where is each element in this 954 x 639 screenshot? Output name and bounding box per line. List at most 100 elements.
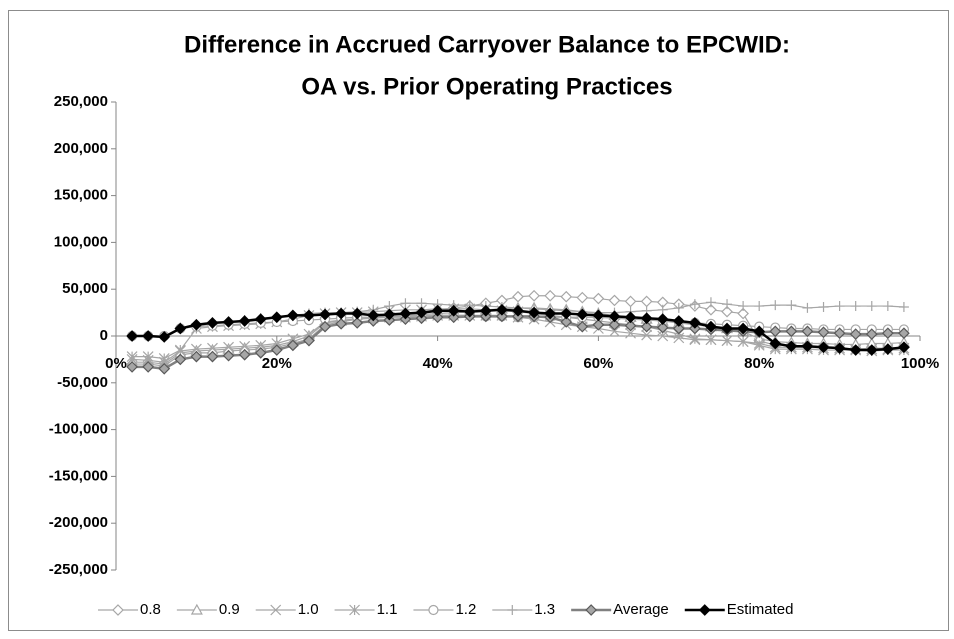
chart-border [8, 10, 949, 631]
marker [898, 327, 910, 340]
marker [849, 344, 862, 356]
marker [158, 331, 171, 343]
marker [754, 301, 765, 312]
marker [865, 344, 878, 356]
marker [656, 321, 669, 334]
marker [785, 340, 798, 353]
y-tick-label: 150,000 [54, 187, 108, 204]
y-tick-label: -50,000 [57, 374, 108, 391]
x-tick-label: 80% [744, 355, 774, 372]
x-tick-label: 60% [583, 355, 613, 372]
marker [560, 316, 573, 328]
marker [801, 340, 814, 353]
marker [801, 325, 814, 338]
marker [818, 301, 829, 312]
marker [142, 351, 154, 363]
marker [560, 290, 573, 303]
marker [126, 330, 138, 342]
marker [625, 327, 636, 339]
marker [463, 305, 476, 318]
marker [174, 344, 186, 356]
marker [447, 311, 460, 324]
marker [576, 308, 589, 321]
marker [431, 311, 444, 324]
legend-label: Estimated [727, 601, 794, 618]
marker [785, 325, 798, 338]
marker [698, 604, 711, 616]
marker [528, 289, 540, 302]
y-tick-label: -250,000 [49, 561, 108, 578]
legend-label: 1.1 [377, 601, 398, 618]
y-tick-label: 50,000 [62, 280, 108, 297]
marker [657, 330, 669, 342]
legend-item: 1.2 [413, 601, 476, 618]
marker [737, 322, 749, 335]
marker [881, 327, 894, 340]
marker [351, 317, 364, 329]
marker [786, 300, 797, 311]
marker [657, 304, 668, 315]
marker [270, 604, 282, 616]
marker [585, 604, 598, 616]
marker [721, 305, 733, 318]
marker [367, 309, 380, 322]
marker [624, 295, 637, 308]
marker [672, 322, 685, 335]
marker [270, 311, 283, 324]
marker [254, 313, 267, 326]
marker [496, 303, 508, 316]
y-tick-label: 250,000 [54, 93, 108, 110]
marker [866, 301, 877, 312]
marker [222, 349, 235, 362]
marker [721, 335, 733, 347]
marker [544, 289, 557, 302]
marker [142, 361, 155, 373]
marker [770, 300, 781, 311]
marker [609, 325, 620, 337]
marker [507, 605, 518, 615]
marker [415, 306, 428, 319]
marker [898, 301, 909, 312]
marker [722, 299, 733, 310]
marker [142, 330, 155, 342]
marker [882, 301, 893, 312]
marker [126, 361, 138, 373]
marker [802, 302, 813, 313]
marker [351, 307, 364, 320]
legend-label: Average [613, 601, 669, 618]
marker [705, 320, 717, 333]
marker [576, 291, 589, 304]
chart-title: Difference in Accrued Carryover Balance … [184, 31, 790, 58]
x-tick-label: 100% [901, 355, 939, 372]
marker [335, 317, 347, 330]
marker [447, 304, 460, 317]
marker [834, 301, 845, 312]
marker [431, 304, 444, 317]
marker [656, 313, 669, 326]
marker [849, 328, 862, 340]
marker [335, 307, 347, 320]
marker [833, 327, 846, 340]
marker [190, 343, 202, 355]
marker [528, 306, 540, 319]
x-tick-label: 20% [262, 355, 292, 372]
marker [222, 316, 235, 328]
marker [239, 340, 251, 352]
marker [174, 353, 187, 366]
marker [721, 322, 733, 335]
marker [287, 333, 299, 345]
marker [898, 341, 910, 354]
marker [673, 302, 684, 313]
marker [303, 334, 315, 347]
marker [158, 362, 171, 375]
marker [190, 350, 203, 363]
legend-label: 0.8 [140, 601, 161, 618]
legend-item: 0.8 [98, 601, 161, 618]
legend-item: 1.3 [492, 601, 555, 618]
marker [672, 315, 685, 327]
marker [238, 348, 251, 361]
marker [738, 301, 749, 312]
marker [689, 333, 701, 345]
marker [833, 342, 846, 355]
marker [190, 603, 203, 615]
